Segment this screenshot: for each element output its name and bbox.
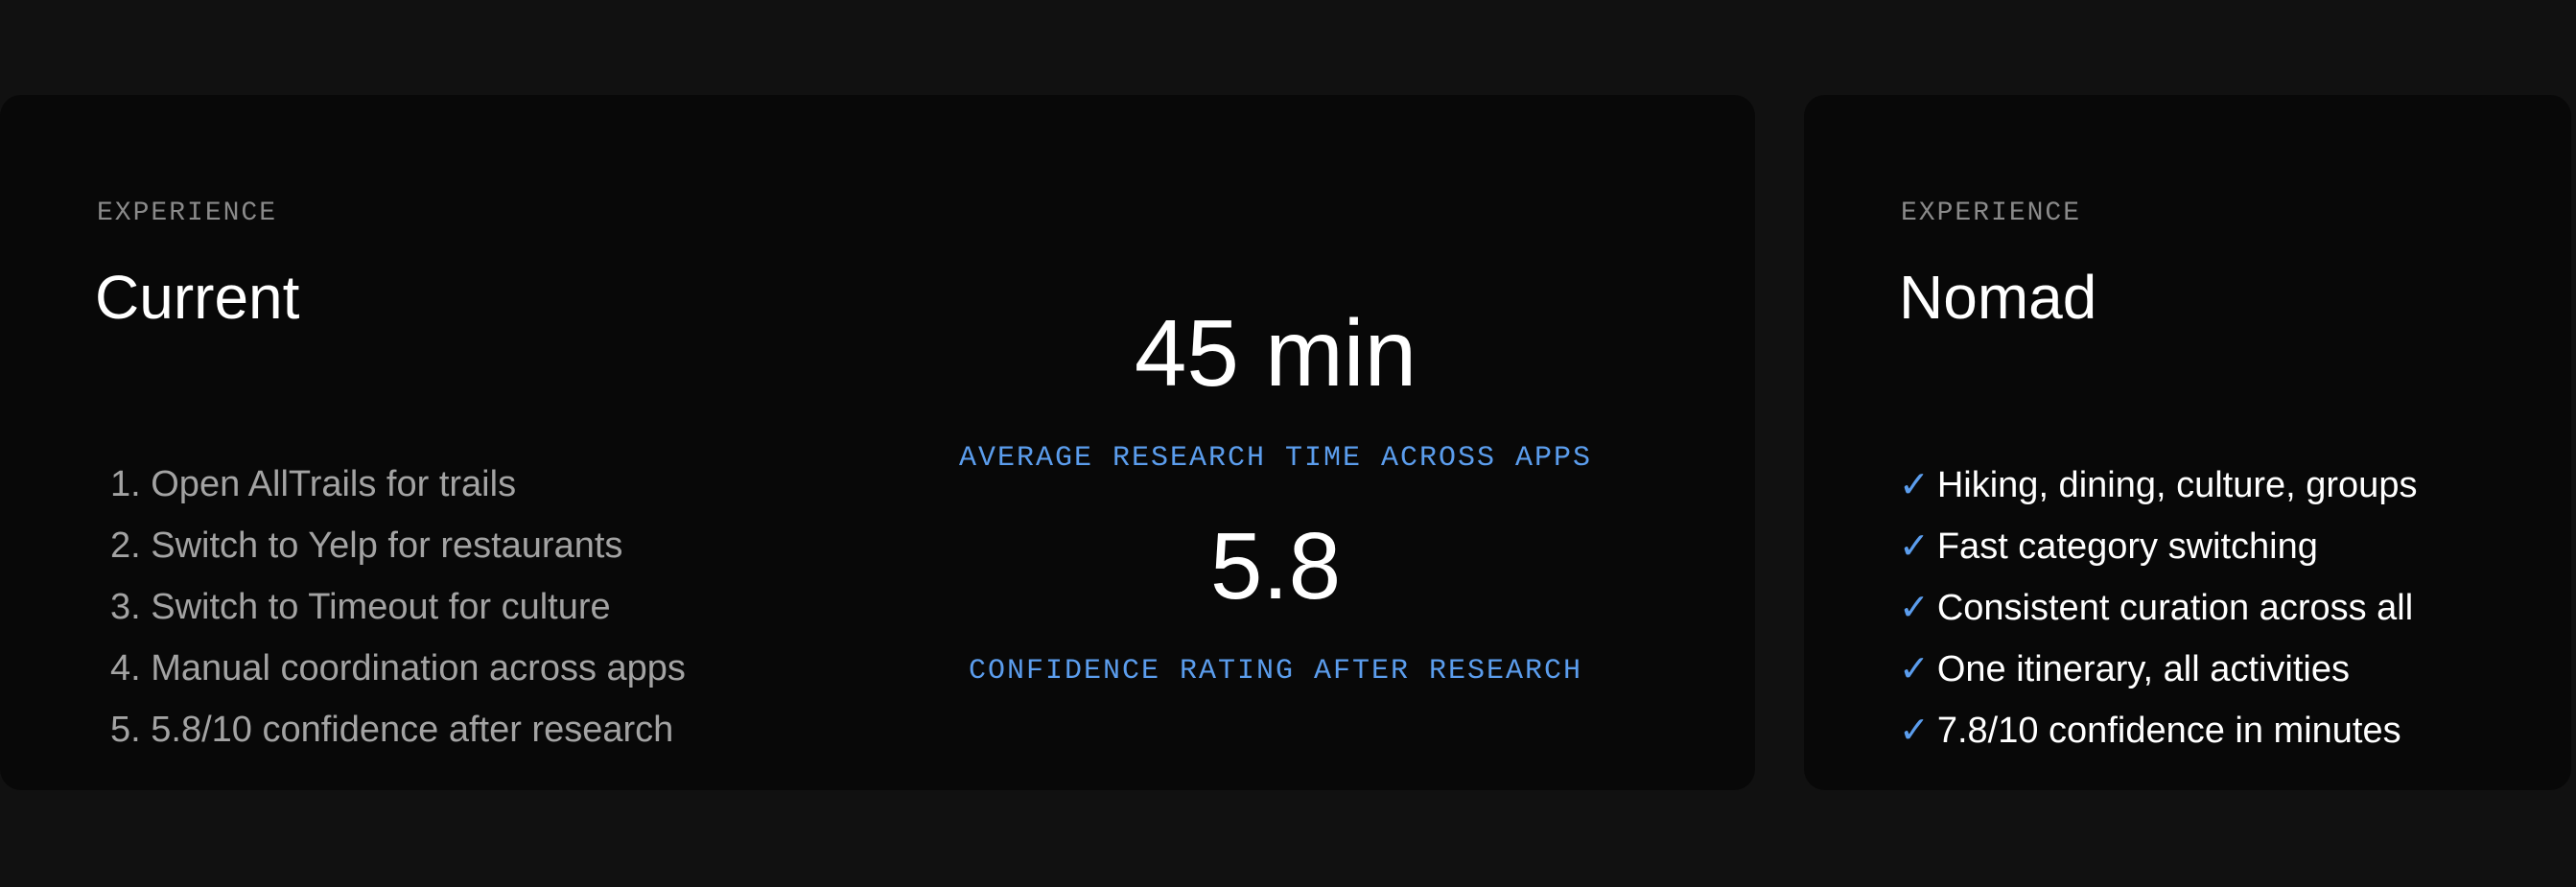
list-item: 2. Switch to Yelp for restaurants bbox=[110, 525, 623, 566]
stat-value: 5.8 bbox=[1209, 513, 1342, 619]
eyebrow-label: EXPERIENCE bbox=[1901, 198, 2082, 228]
list-item: 3. Switch to Timeout for culture bbox=[110, 587, 611, 627]
list-item: ✓ One itinerary, all activities bbox=[1899, 638, 2417, 699]
stat-label: AVERAGE RESEARCH TIME ACROSS APPS bbox=[958, 442, 1593, 475]
eyebrow-label: EXPERIENCE bbox=[97, 198, 278, 228]
feature-text: Hiking, dining, culture, groups bbox=[1936, 465, 2418, 505]
check-icon: ✓ bbox=[1899, 525, 1930, 567]
stat-confidence: 5.8 CONFIDENCE RATING AFTER RESEARCH bbox=[940, 519, 1611, 688]
check-icon: ✓ bbox=[1899, 647, 1930, 689]
stat-value: 45 min bbox=[1134, 300, 1417, 406]
list-item: ✓ Consistent curation across all bbox=[1899, 576, 2417, 638]
list-item: 5. 5.8/10 confidence after research bbox=[110, 710, 674, 750]
nomad-experience-card: EXPERIENCE Nomad ✓ Hiking, dining, cultur… bbox=[1804, 95, 2571, 790]
list-item: ✓ Fast category switching bbox=[1899, 515, 2417, 576]
feature-text: Fast category switching bbox=[1936, 526, 2318, 567]
check-icon: ✓ bbox=[1899, 463, 1930, 505]
stat-research-time: 45 min AVERAGE RESEARCH TIME ACROSS APPS bbox=[940, 306, 1611, 475]
card-title: Current bbox=[95, 263, 300, 332]
steps-list: 1. Open AllTrails for trails 2. Switch t… bbox=[110, 454, 686, 760]
stat-label: CONFIDENCE RATING AFTER RESEARCH bbox=[968, 655, 1583, 688]
feature-text: Consistent curation across all bbox=[1936, 588, 2414, 628]
check-icon: ✓ bbox=[1899, 709, 1930, 751]
features-list: ✓ Hiking, dining, culture, groups ✓ Fast c… bbox=[1899, 454, 2417, 760]
feature-text: One itinerary, all activities bbox=[1936, 649, 2350, 689]
card-title: Nomad bbox=[1899, 263, 2097, 332]
check-icon: ✓ bbox=[1899, 586, 1930, 628]
list-item: ✓ Hiking, dining, culture, groups bbox=[1899, 454, 2417, 515]
list-item: 1. Open AllTrails for trails bbox=[110, 464, 517, 504]
list-item: 4. Manual coordination across apps bbox=[110, 648, 686, 689]
current-experience-card: EXPERIENCE Current 1. Open AllTrails for… bbox=[0, 95, 1755, 790]
list-item: ✓ 7.8/10 confidence in minutes bbox=[1899, 699, 2417, 760]
feature-text: 7.8/10 confidence in minutes bbox=[1936, 711, 2401, 751]
